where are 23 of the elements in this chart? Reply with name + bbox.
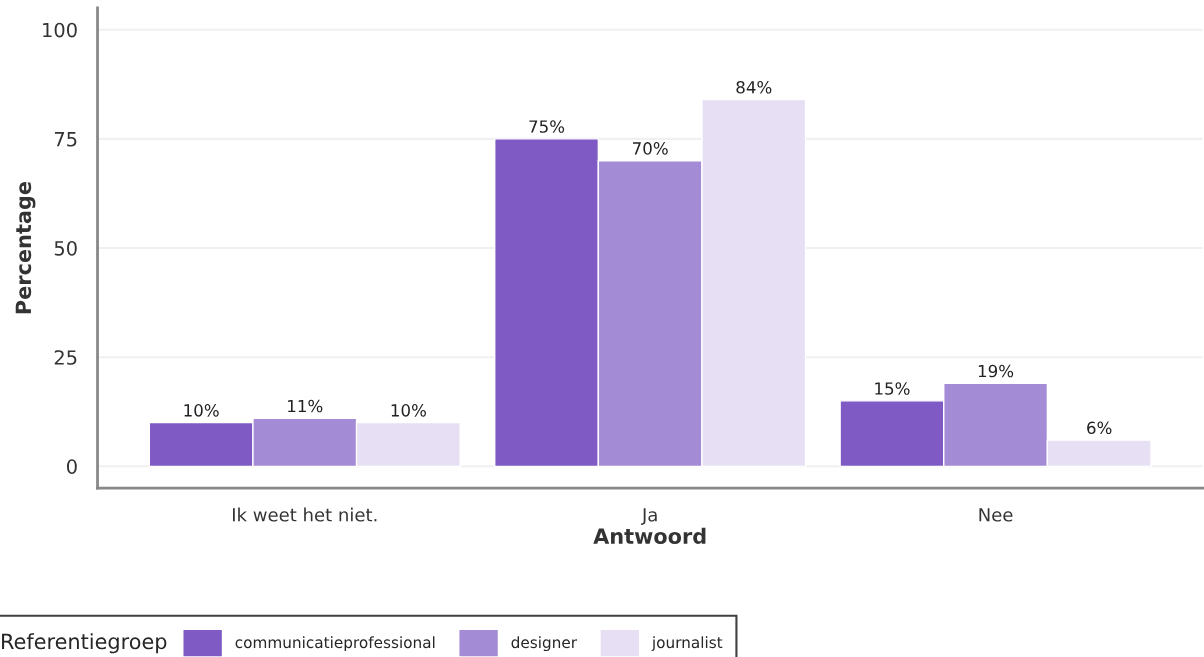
data-label: 6% [1087,421,1112,435]
y-tick-label: 0 [66,459,77,474]
x-tick-label: Ja [641,508,657,525]
data-label: 15% [875,382,910,395]
data-label: 70% [633,142,668,155]
x-tick-label: Nee [979,508,1013,522]
y-axis-title: Percentage [15,182,36,314]
y-tick-label: 75 [54,132,77,147]
legend-label: designer [511,636,578,652]
x-axis-title: Antwoord [593,527,706,544]
data-label: 84% [736,80,772,94]
data-label: 11% [288,399,323,413]
data-label: 75% [529,120,565,133]
y-tick-label: 25 [54,350,77,365]
data-label: 19% [978,364,1014,378]
y-tick-label: 50 [54,240,77,256]
x-tick-label: Ik weet het niet. [233,507,377,522]
legend-label: journalist [651,636,723,652]
data-label: 10% [391,404,426,417]
data-label: 10% [184,404,219,417]
legend-title: Referentiegroep [2,633,167,654]
legend-label: communicatieprofessional [235,636,435,652]
y-tick-label: 100 [43,22,77,38]
